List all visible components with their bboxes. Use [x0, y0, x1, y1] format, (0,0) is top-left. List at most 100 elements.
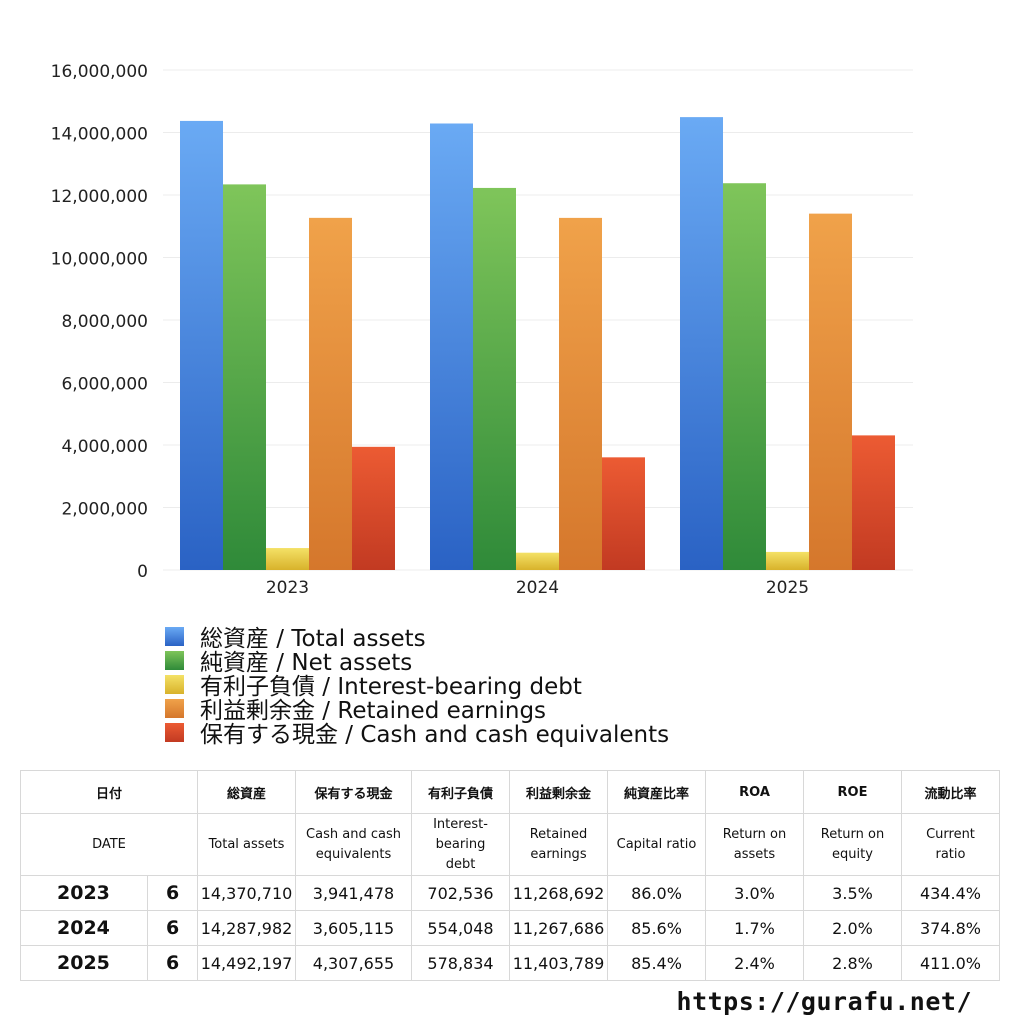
- y-tick-label: 2,000,000: [61, 500, 148, 520]
- retained-earnings-cell: 11,268,692: [509, 875, 608, 911]
- bar: [809, 213, 852, 570]
- table-row: 2024 6 14,287,982 3,605,115 554,048 11,2…: [20, 910, 1000, 946]
- legend-swatch-total-assets: [165, 626, 184, 646]
- current-ratio-cell: 411.0%: [901, 945, 1000, 981]
- roa-cell: 3.0%: [705, 875, 804, 911]
- header-cell: Interest- bearing debt: [411, 813, 510, 876]
- y-tick-label: 12,000,000: [51, 187, 148, 207]
- y-tick-label: 8,000,000: [61, 312, 148, 332]
- legend-label: 利益剰余金 / Retained earnings: [200, 698, 547, 724]
- bar: [680, 117, 723, 571]
- roa-cell: 2.4%: [705, 945, 804, 981]
- legend-item: 純資産 / Net assets: [165, 648, 669, 676]
- bar: [223, 184, 266, 570]
- header-cell: 保有する現金: [295, 770, 412, 814]
- bars: [180, 117, 895, 571]
- year-cell: 2024: [20, 910, 148, 946]
- legend-swatch-cash: [165, 722, 184, 742]
- debt-cell: 702,536: [411, 875, 510, 911]
- capital-ratio-cell: 85.6%: [607, 910, 706, 946]
- legend-swatch-retained-earnings: [165, 698, 184, 718]
- legend-item: 有利子負債 / Interest-bearing debt: [165, 672, 669, 700]
- bar: [430, 123, 473, 571]
- legend-label: 総資産 / Total assets: [200, 626, 426, 652]
- debt-cell: 554,048: [411, 910, 510, 946]
- legend-swatch-interest-bearing-debt: [165, 674, 184, 694]
- legend-label: 有利子負債 / Interest-bearing debt: [200, 674, 582, 700]
- roa-cell: 1.7%: [705, 910, 804, 946]
- legend: 総資産 / Total assets 純資産 / Net assets 有利子負…: [165, 624, 669, 748]
- capital-ratio-cell: 86.0%: [607, 875, 706, 911]
- table-row: 2025 6 14,492,197 4,307,655 578,834 11,4…: [20, 945, 1000, 981]
- header-row-jp: 日付 総資産 保有する現金 有利子負債 利益剰余金 純資産比率 ROA ROE …: [20, 770, 1000, 814]
- header-cell: 利益剰余金: [509, 770, 608, 814]
- header-cell: Return on equity: [803, 813, 902, 876]
- cash-cell: 3,941,478: [295, 875, 412, 911]
- retained-earnings-cell: 11,267,686: [509, 910, 608, 946]
- header-cell: Current ratio: [901, 813, 1000, 876]
- header-row-en: DATE Total assets Cash and cash equivale…: [20, 813, 1000, 876]
- x-axis-ticks: 2023 2024 2025: [266, 578, 809, 598]
- roe-cell: 3.5%: [803, 875, 902, 911]
- cash-cell: 3,605,115: [295, 910, 412, 946]
- header-cell: ROA: [705, 770, 804, 814]
- y-axis-ticks: 0 2,000,000 4,000,000 6,000,000 8,000,000 10,…: [51, 62, 148, 582]
- legend-item: 総資産 / Total assets: [165, 624, 669, 652]
- y-tick-label: 16,000,000: [51, 62, 148, 82]
- y-tick-label: 4,000,000: [61, 437, 148, 457]
- bar: [180, 120, 223, 570]
- bar: [352, 446, 395, 570]
- header-cell: 有利子負債: [411, 770, 510, 814]
- header-cell: Total assets: [197, 813, 296, 876]
- bar: [473, 187, 516, 570]
- month-cell: 6: [147, 910, 198, 946]
- current-ratio-cell: 434.4%: [901, 875, 1000, 911]
- legend-item: 保有する現金 / Cash and cash equivalents: [165, 720, 669, 748]
- header-cell: Return on assets: [705, 813, 804, 876]
- y-tick-label: 14,000,000: [51, 125, 148, 145]
- header-cell: Retained earnings: [509, 813, 608, 876]
- header-cell: Cash and cash equivalents: [295, 813, 412, 876]
- bar: [766, 551, 809, 570]
- total-assets-cell: 14,492,197: [197, 945, 296, 981]
- bar: [852, 435, 895, 570]
- grid-lines: [163, 69, 913, 571]
- bar: [309, 217, 352, 570]
- bar-chart: 0 2,000,000 4,000,000 6,000,000 8,000,000 10,…: [51, 62, 913, 598]
- roe-cell: 2.8%: [803, 945, 902, 981]
- table-row: 2023 6 14,370,710 3,941,478 702,536 11,2…: [20, 875, 1000, 911]
- bar: [559, 217, 602, 570]
- bar: [602, 457, 645, 570]
- financial-table: 日付 総資産 保有する現金 有利子負債 利益剰余金 純資産比率 ROA ROE …: [20, 770, 1000, 981]
- header-cell: 総資産: [197, 770, 296, 814]
- total-assets-cell: 14,287,982: [197, 910, 296, 946]
- bar: [723, 183, 766, 570]
- y-tick-label: 10,000,000: [51, 250, 148, 270]
- legend-label: 純資産 / Net assets: [200, 650, 413, 676]
- bar: [516, 552, 559, 570]
- header-cell: 純資産比率: [607, 770, 706, 814]
- month-cell: 6: [147, 875, 198, 911]
- site-url: https://gurafu.net/: [676, 987, 972, 1016]
- y-tick-label: 6,000,000: [61, 375, 148, 395]
- legend-swatch-net-assets: [165, 650, 184, 670]
- total-assets-cell: 14,370,710: [197, 875, 296, 911]
- header-cell: 流動比率: [901, 770, 1000, 814]
- y-tick-label: 0: [137, 562, 148, 582]
- header-cell: Capital ratio: [607, 813, 706, 876]
- header-cell: 日付: [20, 770, 198, 814]
- x-tick-label: 2025: [766, 578, 809, 598]
- legend-item: 利益剰余金 / Retained earnings: [165, 696, 669, 724]
- header-cell: ROE: [803, 770, 902, 814]
- year-cell: 2023: [20, 875, 148, 911]
- cash-cell: 4,307,655: [295, 945, 412, 981]
- bar: [266, 548, 309, 570]
- header-cell: DATE: [20, 813, 198, 876]
- x-tick-label: 2023: [266, 578, 309, 598]
- x-tick-label: 2024: [516, 578, 559, 598]
- debt-cell: 578,834: [411, 945, 510, 981]
- roe-cell: 2.0%: [803, 910, 902, 946]
- capital-ratio-cell: 85.4%: [607, 945, 706, 981]
- retained-earnings-cell: 11,403,789: [509, 945, 608, 981]
- legend-label: 保有する現金 / Cash and cash equivalents: [200, 722, 670, 748]
